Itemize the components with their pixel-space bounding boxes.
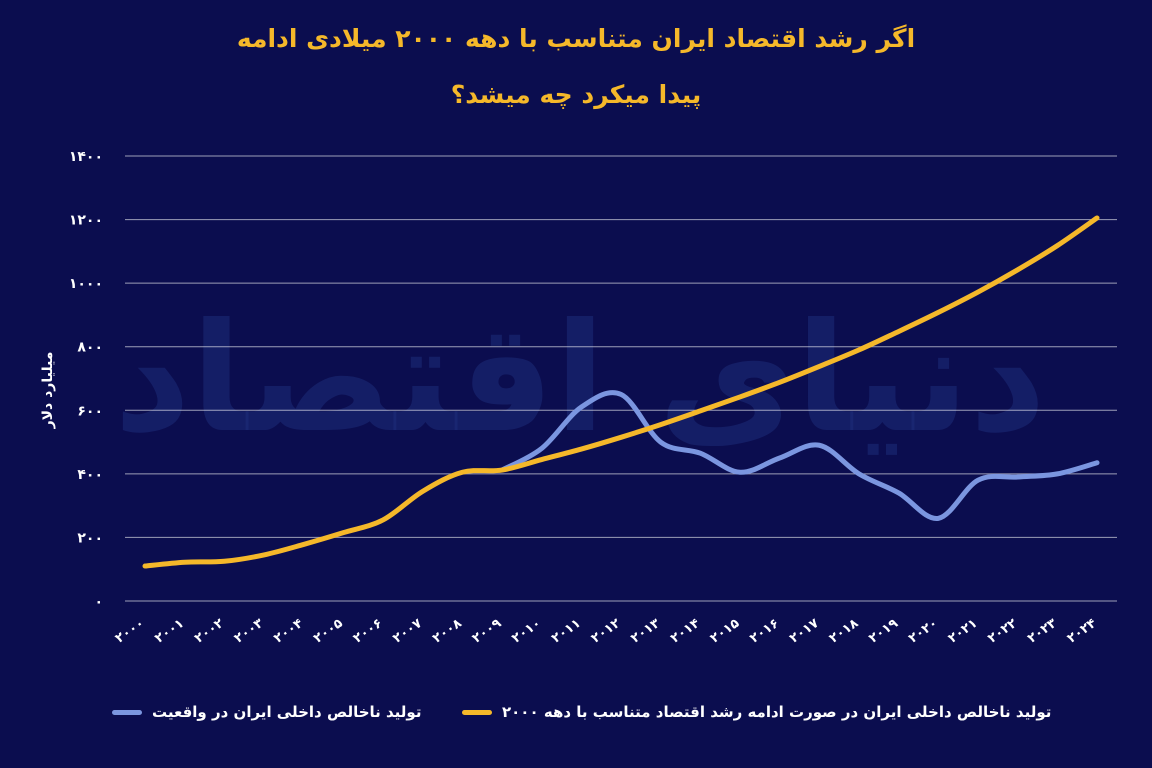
x-tick-label: ۲۰۱۵ [708, 616, 743, 647]
x-tick-label: ۲۰۱۸ [827, 616, 862, 647]
y-tick-label: ۰ [94, 594, 103, 610]
x-tick-label: ۲۰۰۰ [113, 616, 148, 646]
x-tick-label: ۲۰۰۱ [152, 616, 187, 646]
x-tick-label: ۲۰۱۷ [787, 616, 822, 647]
y-tick-label: ۱۰۰۰ [69, 276, 103, 292]
watermark: دنیای اقتصاد [114, 292, 1047, 466]
legend-label-potential-gdp: تولید ناخالص داخلی ایران در صورت ادامه ر… [502, 703, 1052, 721]
line-chart: دنیای اقتصاد ۰ ۲۰۰ ۴۰۰ ۶۰۰ ۸۰۰ ۱۰۰۰ ۱۲۰۰ ۱۴۰۰ ۲… [40, 149, 1117, 647]
x-tick-label: ۲۰۲۱ [946, 616, 981, 646]
series-line-actual-gdp [499, 390, 1100, 521]
legend-swatch-actual-gdp [112, 709, 142, 715]
x-tick-label: ۲۰۱۳ [628, 616, 663, 647]
x-tick-label: ۲۰۱۱ [549, 616, 584, 646]
x-tick-label: ۲۰۰۹ [470, 616, 505, 647]
x-tick-label: ۲۰۰۵ [311, 616, 346, 647]
y-tick-label: ۱۲۰۰ [69, 213, 103, 229]
x-tick-label: ۲۰۲۲ [985, 616, 1020, 647]
y-tick-label: ۱۴۰۰ [69, 149, 103, 165]
x-tick-label: ۲۰۲۰ [906, 616, 941, 646]
legend-swatch-potential-gdp [462, 709, 492, 715]
x-tick-label: ۲۰۰۶ [351, 616, 386, 646]
x-tick-label: ۲۰۰۴ [271, 616, 306, 647]
y-tick-label: ۴۰۰ [77, 467, 103, 483]
x-tick-label: ۲۰۲۴ [1065, 616, 1100, 647]
x-tick-label: ۲۰۱۲ [589, 616, 624, 647]
legend-item-potential-gdp: تولید ناخالص داخلی ایران در صورت ادامه ر… [462, 700, 1051, 724]
x-tick-label: ۲۰۱۰ [509, 616, 544, 646]
x-tick-label: ۲۰۰۲ [192, 616, 227, 647]
x-tick-label: ۲۰۲۳ [1025, 616, 1060, 647]
chart-title-line-2: پیدا میکرد چه میشد؟ [450, 80, 702, 109]
x-tick-label: ۲۰۰۳ [232, 616, 267, 647]
y-tick-label: ۲۰۰ [77, 530, 103, 546]
x-tick-label: ۲۰۰۸ [430, 616, 465, 647]
y-tick-label: ۶۰۰ [77, 403, 103, 419]
x-tick-label: ۲۰۱۶ [747, 616, 782, 646]
chart-title-line-1: اگر رشد اقتصاد ایران متناسب با دهه ۲۰۰۰ … [236, 24, 916, 53]
x-tick-label: ۲۰۱۴ [668, 616, 703, 647]
y-axis-label: میلیارد دلار [40, 352, 56, 430]
x-tick-label: ۲۰۰۷ [390, 616, 425, 647]
y-tick-label: ۸۰۰ [77, 340, 103, 356]
x-tick-label: ۲۰۱۹ [866, 616, 901, 647]
legend-item-actual-gdp: تولید ناخالص داخلی ایران در واقعیت [112, 700, 421, 724]
series-line-potential-gdp [142, 215, 1100, 569]
legend-label-actual-gdp: تولید ناخالص داخلی ایران در واقعیت [152, 703, 422, 721]
